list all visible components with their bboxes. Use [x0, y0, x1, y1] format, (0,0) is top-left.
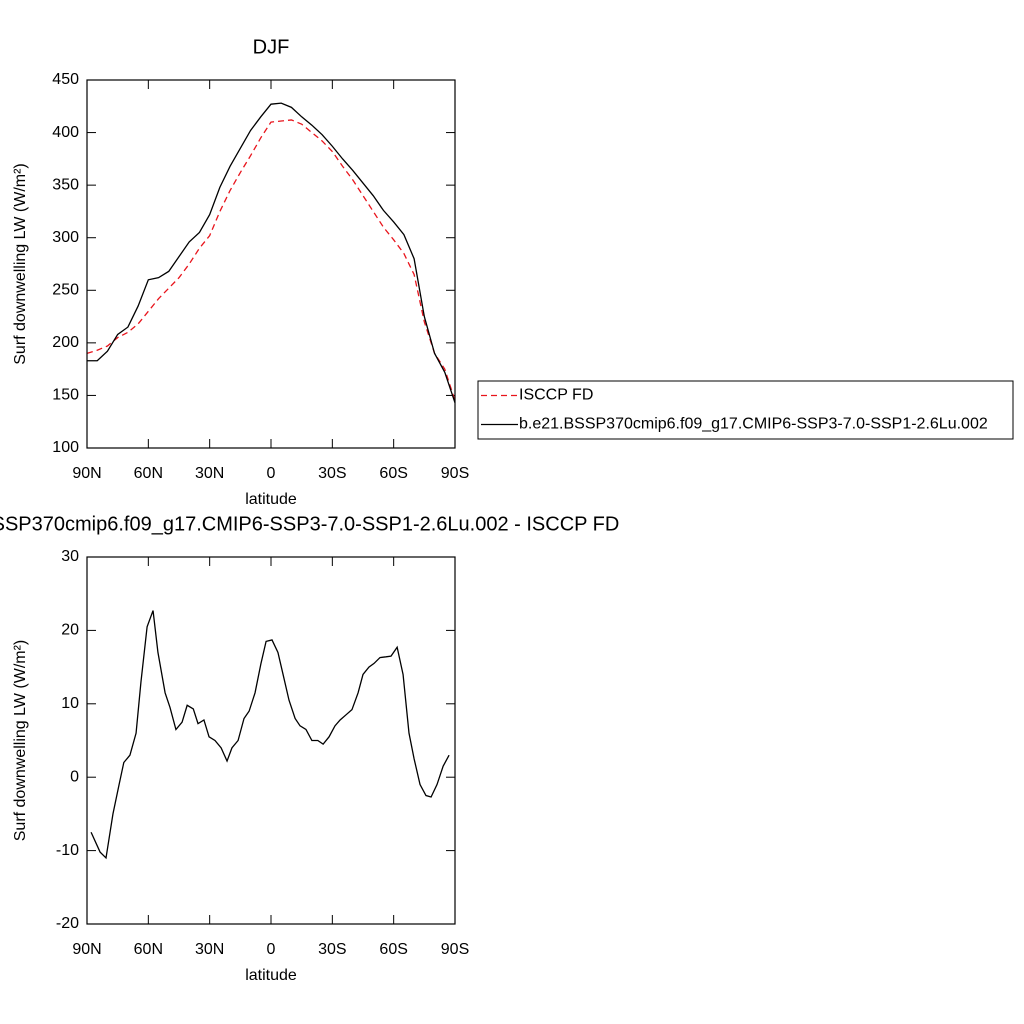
x-tick-label: 60S	[379, 941, 407, 958]
y-tick-label: 20	[61, 622, 79, 639]
legend-box	[477, 380, 1014, 440]
x-axis-label: latitude	[245, 967, 297, 984]
data-line	[90, 610, 450, 860]
x-tick-label: 90S	[441, 465, 469, 482]
y-tick-label: 150	[52, 387, 79, 404]
x-tick-label: 60N	[134, 941, 163, 958]
plot-frame	[86, 79, 456, 449]
plot-frame	[86, 556, 456, 925]
x-tick-label: 90N	[72, 941, 101, 958]
y-tick-label: 10	[61, 695, 79, 712]
legend-label: ISCCP FD	[519, 387, 593, 404]
x-tick-label: 90S	[441, 941, 469, 958]
y-tick-label: 30	[61, 548, 79, 565]
y-tick-label: 450	[52, 71, 79, 88]
x-axis-label: latitude	[245, 491, 297, 508]
x-tick-label: 60S	[379, 465, 407, 482]
y-tick-label: 200	[52, 334, 79, 351]
y-tick-label: 250	[52, 282, 79, 299]
y-axis-label: Surf downwelling LW (W/m²)	[12, 640, 29, 842]
y-tick-label: 100	[52, 439, 79, 456]
y-tick-label: 400	[52, 124, 79, 141]
y-axis-label: Surf downwelling LW (W/m²)	[12, 163, 29, 365]
chart-title: DJF	[253, 36, 290, 58]
x-tick-label: 30N	[195, 465, 224, 482]
series-line	[87, 102, 456, 403]
y-tick-label: -20	[56, 915, 79, 932]
x-tick-label: 30S	[318, 941, 346, 958]
x-tick-label: 0	[267, 941, 276, 958]
x-tick-label: 60N	[134, 465, 163, 482]
x-tick-label: 30S	[318, 465, 346, 482]
series-line	[86, 119, 456, 401]
x-tick-label: 30N	[195, 941, 224, 958]
y-tick-label: 0	[70, 768, 79, 785]
y-tick-label: 350	[52, 176, 79, 193]
y-tick-label: -10	[56, 842, 79, 859]
x-tick-label: 0	[267, 465, 276, 482]
y-tick-label: 300	[52, 229, 79, 246]
x-tick-label: 90N	[72, 465, 101, 482]
legend-label: b.e21.BSSP370cmip6.f09_g17.CMIP6-SSP3-7.…	[519, 416, 988, 433]
chart-title: b.e21.BSSP370cmip6.f09_g17.CMIP6-SSP3-7.…	[0, 513, 619, 535]
